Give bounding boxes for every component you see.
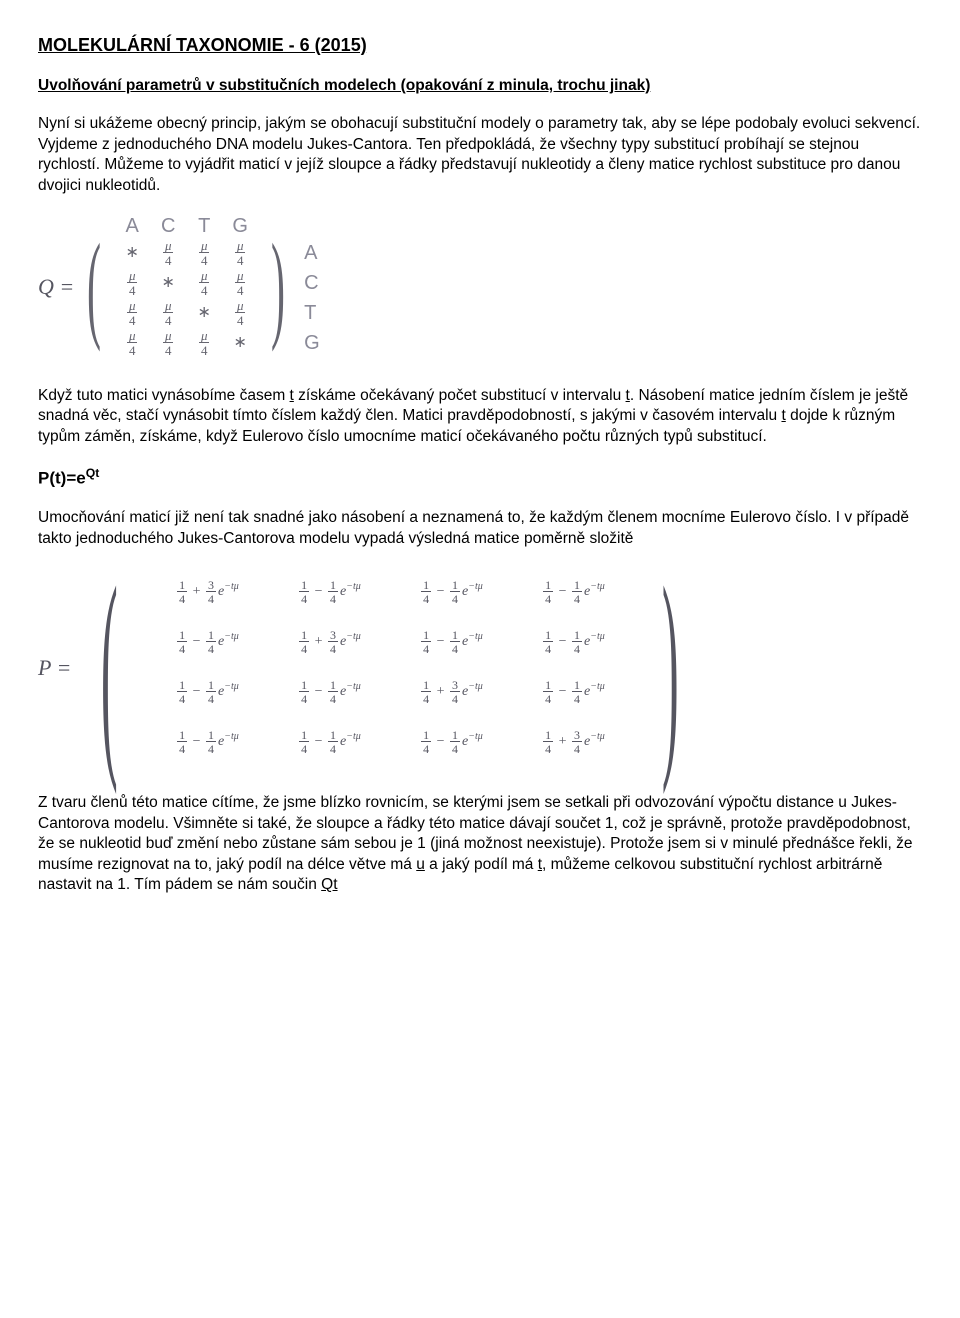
q-matrix: Q = ( A C T G ∗ μ4 μ4 μ4 μ4 ∗ μ4 μ4 μ4 μ… bbox=[38, 214, 922, 358]
q-cell: ∗ bbox=[162, 272, 175, 293]
q-cell: μ4 bbox=[163, 239, 174, 267]
q-cell: μ4 bbox=[163, 299, 174, 327]
p-matrix-grid: 14 + 34e−tμ 14 − 14e−tμ 14 − 14e−tμ 14 − 14… bbox=[148, 567, 632, 767]
p-cell: 14 − 14e−tμ bbox=[175, 729, 239, 755]
p-cell: 14 + 34e−tμ bbox=[175, 579, 239, 605]
p-cell: 14 − 14e−tμ bbox=[297, 729, 361, 755]
p-cell: 14 − 14e−tμ bbox=[175, 679, 239, 705]
left-paren: ( bbox=[87, 232, 101, 340]
q-cell: ∗ bbox=[234, 332, 247, 353]
p-cell: 14 + 34e−tμ bbox=[297, 629, 361, 655]
q-row-A: A bbox=[304, 240, 320, 266]
p-cell: 14 − 14e−tμ bbox=[419, 629, 483, 655]
right-paren: ) bbox=[662, 570, 679, 766]
q-cell: μ4 bbox=[163, 329, 174, 357]
q-col-T: T bbox=[198, 213, 210, 239]
paragraph-2: Když tuto matici vynásobíme časem t získ… bbox=[38, 386, 922, 447]
q-cell: μ4 bbox=[199, 239, 210, 267]
p-cell: 14 − 14e−tμ bbox=[419, 729, 483, 755]
p-cell: 14 − 14e−tμ bbox=[419, 579, 483, 605]
q-cell: μ4 bbox=[127, 269, 138, 297]
q-col-G: G bbox=[232, 213, 248, 239]
p-cell: 14 − 14e−tμ bbox=[541, 579, 605, 605]
q-row-T: T bbox=[304, 300, 320, 326]
q-cell: μ4 bbox=[235, 299, 246, 327]
q-cell: μ4 bbox=[127, 299, 138, 327]
p-label: P = bbox=[38, 653, 71, 682]
right-paren: ) bbox=[271, 232, 285, 340]
q-row-C: C bbox=[304, 270, 320, 296]
p-cell: 14 − 14e−tμ bbox=[541, 629, 605, 655]
q-cell: μ4 bbox=[127, 329, 138, 357]
q-row-G: G bbox=[304, 330, 320, 356]
q-cell: μ4 bbox=[235, 239, 246, 267]
q-cell: μ4 bbox=[199, 269, 210, 297]
paragraph-1: Nyní si ukážeme obecný princip, jakým se… bbox=[38, 114, 922, 196]
p-cell: 14 − 14e−tμ bbox=[297, 579, 361, 605]
section-heading: Uvolňování parametrů v substitučních mod… bbox=[38, 76, 922, 96]
formula-pt: P(t)=eQt bbox=[38, 465, 922, 490]
q-row-labels: A C T G bbox=[304, 214, 320, 358]
p-cell: 14 − 14e−tμ bbox=[541, 679, 605, 705]
q-cell: ∗ bbox=[126, 242, 139, 263]
q-cell: μ4 bbox=[199, 329, 210, 357]
q-col-C: C bbox=[161, 213, 175, 239]
paragraph-4: Z tvaru členů této matice cítíme, že jsm… bbox=[38, 793, 922, 895]
q-label: Q = bbox=[38, 272, 74, 301]
p-cell: 14 − 14e−tμ bbox=[175, 629, 239, 655]
q-matrix-grid: A C T G ∗ μ4 μ4 μ4 μ4 ∗ μ4 μ4 μ4 μ4 ∗ μ4… bbox=[114, 214, 258, 358]
p-cell: 14 + 34e−tμ bbox=[541, 729, 605, 755]
paragraph-3: Umocňování maticí již není tak snadné ja… bbox=[38, 508, 922, 549]
q-cell: ∗ bbox=[198, 302, 211, 323]
q-col-A: A bbox=[126, 213, 139, 239]
p-cell: 14 + 34e−tμ bbox=[419, 679, 483, 705]
left-paren: ( bbox=[101, 570, 118, 766]
q-cell: μ4 bbox=[235, 269, 246, 297]
page-title: MOLEKULÁRNÍ TAXONOMIE - 6 (2015) bbox=[38, 34, 922, 58]
p-cell: 14 − 14e−tμ bbox=[297, 679, 361, 705]
p-matrix: P = ( 14 + 34e−tμ14 − 14e−tμ14 − 14e−tμ1… bbox=[38, 567, 922, 767]
